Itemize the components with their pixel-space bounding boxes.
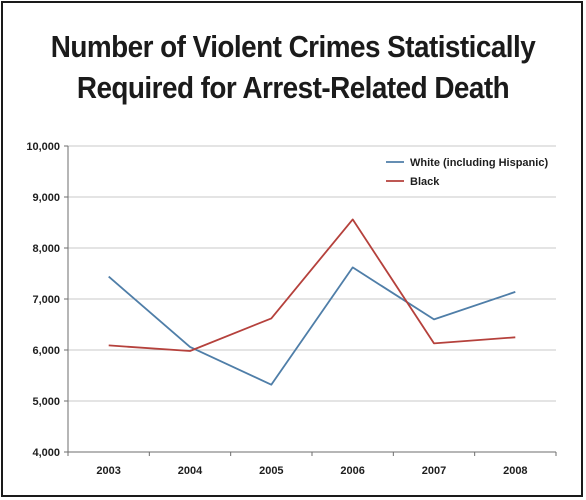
x-tick-label: 2004 bbox=[178, 465, 203, 477]
y-tick-label: 8,000 bbox=[32, 243, 60, 255]
chart-title-line-2: Required for Arrest-Related Death bbox=[76, 70, 510, 105]
x-tick-label: 2008 bbox=[503, 465, 527, 477]
y-axis-ticks: 4,000 5,000 6,000 7,000 8,000 9,000 10,000 bbox=[26, 141, 68, 459]
gridlines bbox=[68, 145, 556, 402]
y-tick-label: 10,000 bbox=[26, 141, 60, 153]
x-tick-label: 2007 bbox=[422, 465, 446, 477]
legend-label: White (including Hispanic) bbox=[410, 157, 548, 169]
series-line-1 bbox=[108, 218, 516, 352]
legend: White (including Hispanic) Black bbox=[386, 157, 548, 188]
x-tick-label: 2006 bbox=[340, 465, 364, 477]
x-tick-label: 2005 bbox=[259, 465, 283, 477]
y-tick-label: 9,000 bbox=[32, 192, 60, 204]
y-tick-label: 6,000 bbox=[32, 345, 60, 357]
x-tick-label: 2003 bbox=[96, 465, 120, 477]
y-tick-label: 5,000 bbox=[32, 396, 60, 408]
legend-label: Black bbox=[410, 176, 440, 188]
y-tick-label: 4,000 bbox=[32, 447, 60, 459]
y-tick-label: 7,000 bbox=[32, 294, 60, 306]
chart-title: Number of Violent Crimes Statistically R… bbox=[29, 26, 556, 108]
series-line-0 bbox=[108, 266, 516, 386]
chart-title-line-1: Number of Violent Crimes Statistically bbox=[50, 29, 536, 64]
series-lines bbox=[108, 218, 516, 386]
x-axis-ticks: 2003 2004 2005 2006 2007 2008 bbox=[67, 452, 557, 477]
